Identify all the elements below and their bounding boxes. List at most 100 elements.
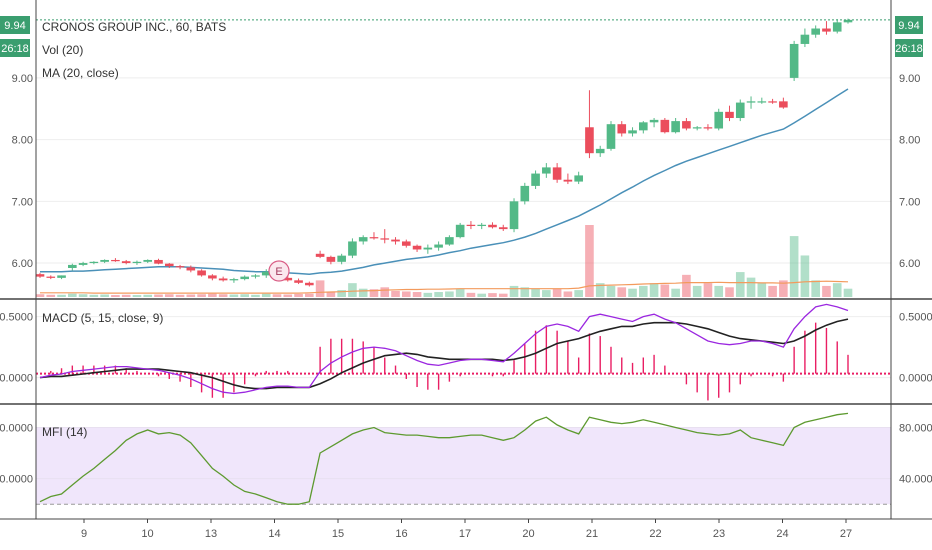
candle-body [132,261,142,264]
volume-bar [649,283,659,297]
volume-bar [692,285,702,297]
volume-bar [401,291,411,297]
ma-line [40,88,849,275]
timer-badge-text: 26:18 [895,43,923,55]
candle-body [477,224,487,227]
macd-pane[interactable]: 0.5000 0.0000 0.5000 0.0000 MACD (5, 15, c… [0,303,932,401]
timer-badge-bg [895,39,923,57]
timer-badge-left: 26:18 [0,39,30,57]
time-axis[interactable]: 9 10 13 14 15 16 17 20 21 22 23 24 27 [81,519,852,540]
volume-bar [240,294,250,297]
candle-body [455,224,465,238]
volume-bar [391,290,400,297]
candle-body [240,276,250,280]
candle-body [488,224,497,228]
volume-bar [46,294,56,297]
candle-body [391,239,400,242]
volume-bar [682,274,691,297]
volume-bar [78,294,88,297]
volume-bar [498,293,508,297]
volume-bar [251,294,260,297]
volume-bar [488,293,497,297]
candle-body [552,167,562,180]
candle-body [542,167,551,174]
volume-bar [735,272,745,297]
candle-body [143,259,153,262]
volume-bar [477,293,487,297]
candle-body [337,255,346,262]
x-tick-label: 10 [141,528,153,540]
volume-bar [326,291,336,297]
price-tick-label: 8.00 [899,135,920,147]
candles [35,18,853,287]
candle-body [78,263,88,265]
volume-bar [768,285,777,297]
volume-bar [671,288,680,297]
x-tick-label: 15 [332,528,344,540]
candle-body [768,101,777,103]
candle-body [89,261,99,264]
volume-bar [585,225,594,297]
candle-body [229,279,239,281]
volume-bar [261,293,271,297]
volume-bar [746,277,756,297]
candle-body [208,275,217,279]
candle-body [714,111,724,129]
candle-body [509,201,519,230]
volume-bar [466,292,476,297]
candle-body [520,185,530,202]
price-axis-left: 9.00 8.00 7.00 6.00 [12,73,33,270]
volume-bar [412,292,422,297]
candle-body [401,241,411,246]
price-tick-label: 8.00 [12,135,33,147]
candle-body [251,275,260,277]
x-tick-label: 16 [395,528,407,540]
volume-bar [35,294,45,297]
volume-bar [154,294,163,297]
candle-body [412,245,422,250]
mfi-pane[interactable]: 80.0000 40.0000 80.0000 40.0000 MFI (14) [0,412,932,505]
macd-tick-label: 0.0000 [899,373,932,385]
candle-body [445,237,454,245]
candle-body [617,124,627,134]
x-tick-label: 9 [81,528,87,540]
candle-body [466,224,476,227]
ma-label: MA (20, close) [42,66,119,80]
candle-body [35,274,45,277]
price-pane[interactable]: 9.00 8.00 7.00 6.00 9.00 8.00 7.00 6.00 E CRON… [0,16,923,297]
timer-badge-bg [0,39,30,57]
candle-body [800,34,810,44]
earnings-marker-label: E [275,266,282,278]
volume-bar [617,287,627,297]
candle-body [100,259,109,262]
x-tick-label: 24 [776,528,788,540]
volume-bar [574,290,583,297]
x-tick-label: 22 [649,528,661,540]
mfi-tick-label: 80.0000 [0,422,33,434]
timer-badge-right: 26:18 [895,39,923,57]
volume-bar [606,285,616,297]
x-tick-label: 13 [205,528,217,540]
volume-bar [100,294,109,297]
volume-bar [229,294,239,297]
candle-body [746,101,756,103]
volume-bar [305,293,314,297]
volume-bar [369,289,379,297]
signal-line [39,318,849,390]
candle-body [638,122,648,131]
candle-body [68,264,77,268]
volume-bar [638,285,648,297]
volume-bar [779,280,788,297]
earnings-marker[interactable]: E [268,260,290,282]
volume-bar [121,294,131,297]
mfi-band [36,427,891,505]
volume-bar [283,294,293,297]
candle-body [843,19,853,23]
volume-bar [89,294,99,297]
volume-bar [272,294,282,297]
volume-bar [509,285,519,297]
volume-bar [703,283,713,297]
volume-bar [434,292,443,297]
x-tick-label: 17 [459,528,471,540]
